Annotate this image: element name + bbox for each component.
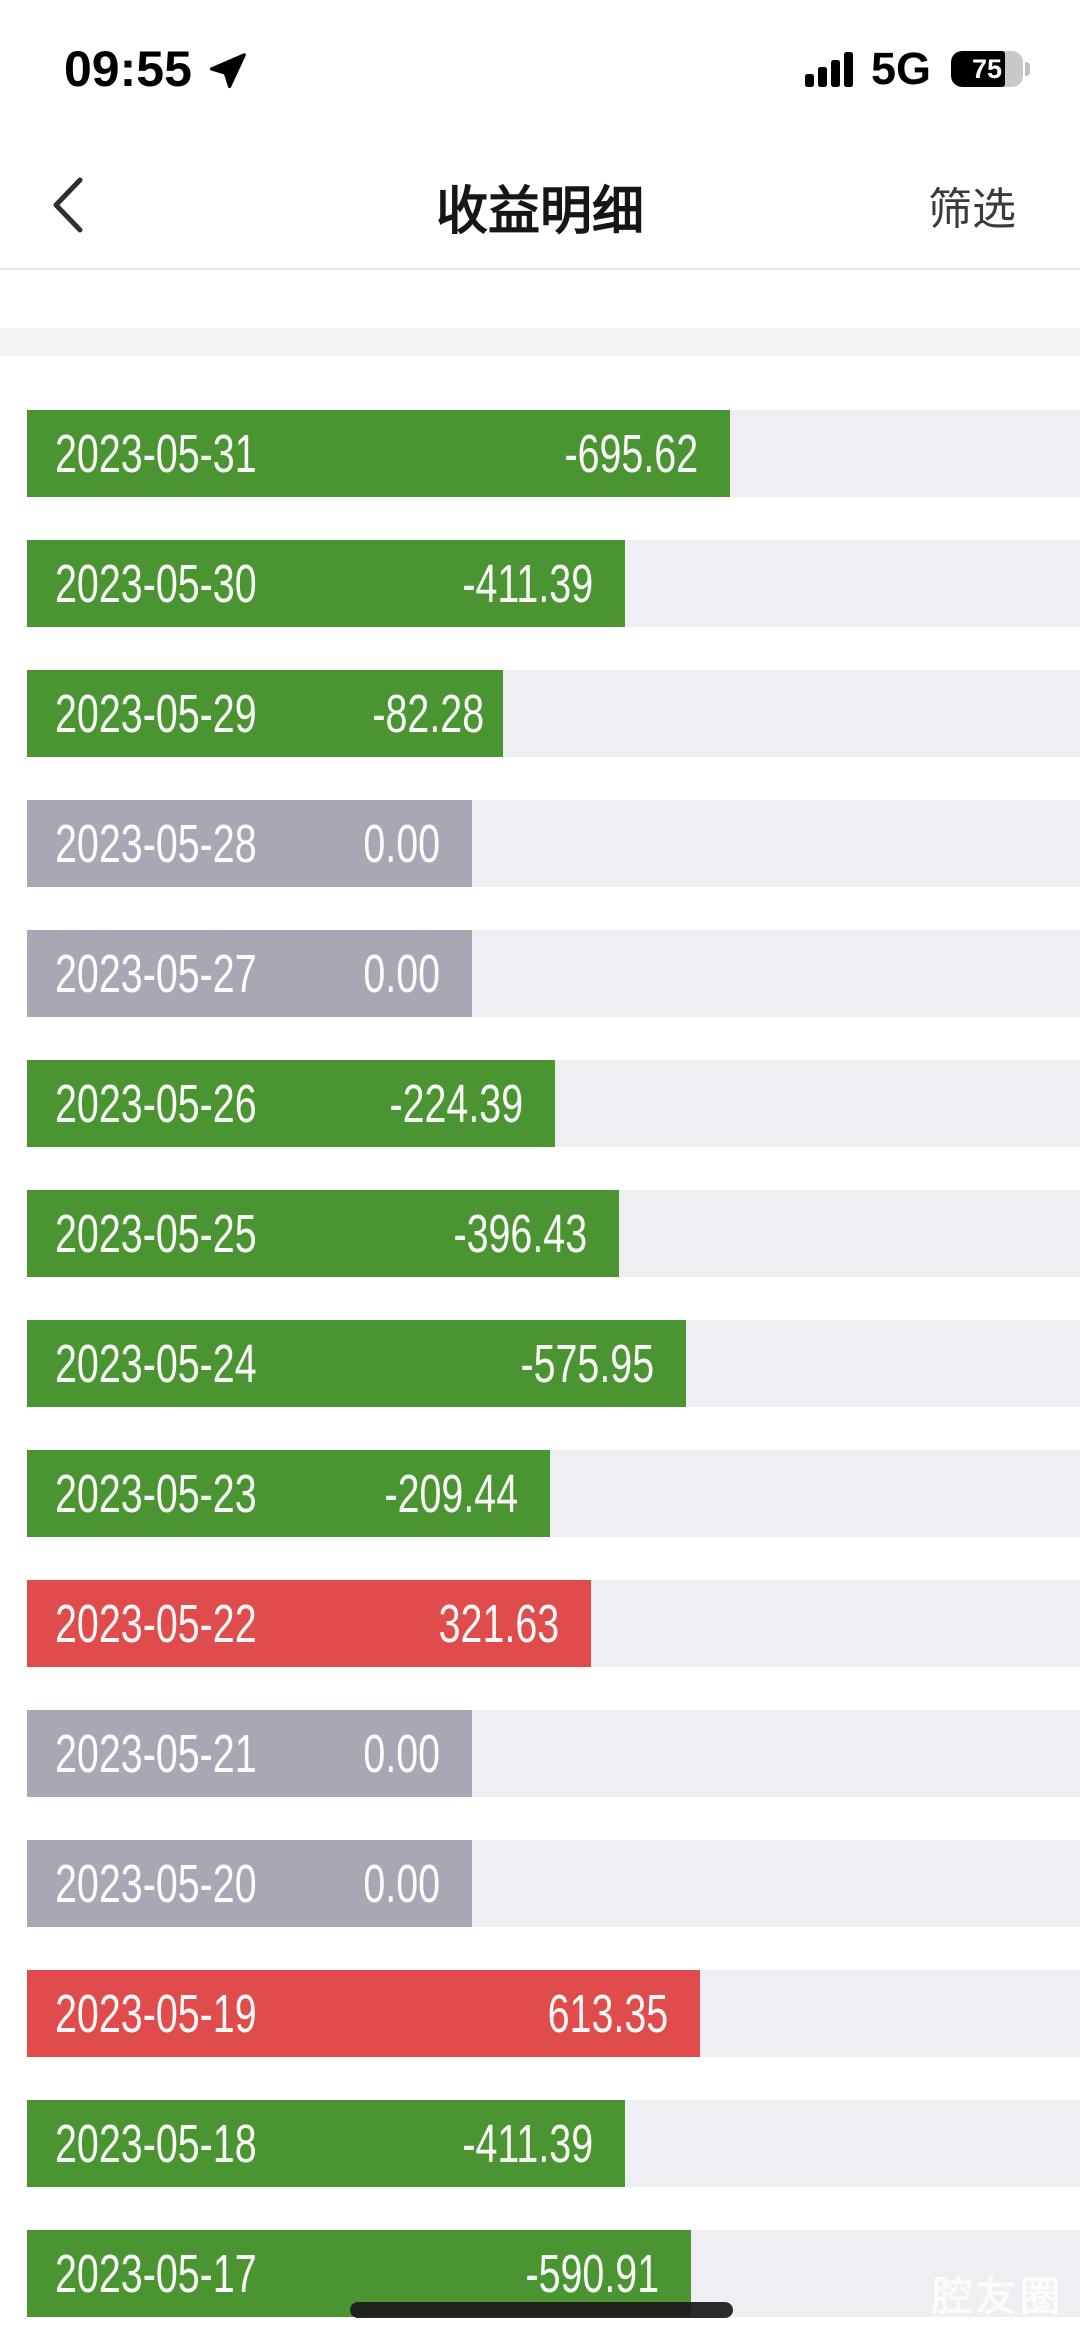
bar-date-label: 2023-05-30 (55, 553, 257, 614)
filter-button[interactable]: 筛选 (928, 185, 1016, 234)
network-type-label: 5G (870, 43, 931, 94)
bar-row: 2023-05-17 -590.91 (27, 2230, 1080, 2317)
bar-value-label: -590.91 (525, 2243, 659, 2304)
bar-row: 2023-05-23 -209.44 (27, 1450, 1080, 1537)
bar[interactable]: 2023-05-31 -695.62 (27, 410, 730, 497)
status-bar-left: 09:55 (64, 40, 248, 98)
status-bar-right: 5G 75 (804, 43, 1030, 95)
bar-value-label: -224.39 (389, 1073, 523, 1134)
bar-date-label: 2023-05-17 (55, 2243, 257, 2304)
bar-date-label: 2023-05-20 (55, 1853, 257, 1914)
bar[interactable]: 2023-05-23 -209.44 (27, 1450, 550, 1537)
bar-date-label: 2023-05-26 (55, 1073, 257, 1134)
bar-date-label: 2023-05-25 (55, 1203, 257, 1264)
bar-row: 2023-05-26 -224.39 (27, 1060, 1080, 1147)
bar-row: 2023-05-29 -82.28 (27, 670, 1080, 757)
battery-icon: 75 (951, 51, 1030, 87)
bar[interactable]: 2023-05-28 0.00 (27, 800, 472, 887)
bar-date-label: 2023-05-23 (55, 1463, 257, 1524)
bar-value-label: -575.95 (520, 1333, 654, 1394)
bar-row: 2023-05-30 -411.39 (27, 540, 1080, 627)
bar-row: 2023-05-27 0.00 (27, 930, 1080, 1017)
bar-value-label: 613.35 (547, 1983, 668, 2044)
bar-value-label: -396.43 (453, 1203, 587, 1264)
nav-bar: 收益明细 筛选 (0, 112, 1080, 270)
bar[interactable]: 2023-05-19 613.35 (27, 1970, 700, 2057)
bar[interactable]: 2023-05-22 321.63 (27, 1580, 591, 1667)
bar[interactable]: 2023-05-30 -411.39 (27, 540, 625, 627)
home-indicator[interactable] (350, 2302, 733, 2318)
bar-date-label: 2023-05-29 (55, 683, 257, 744)
bar-row: 2023-05-20 0.00 (27, 1840, 1080, 1927)
status-bar: 09:55 5G 75 (0, 0, 1080, 112)
battery-body: 75 (951, 51, 1023, 87)
bar-list: 2023-05-31 -695.62 2023-05-30 -411.39 2023-0… (27, 410, 1080, 2339)
bar[interactable]: 2023-05-20 0.00 (27, 1840, 472, 1927)
bar-row: 2023-05-21 0.00 (27, 1710, 1080, 1797)
bar-value-label: -411.39 (462, 2113, 593, 2174)
bar-date-label: 2023-05-27 (55, 943, 257, 1004)
bar-date-label: 2023-05-19 (55, 1983, 257, 2044)
bar-date-label: 2023-05-28 (55, 813, 257, 874)
cellular-signal-icon (804, 51, 853, 87)
bar-row: 2023-05-19 613.35 (27, 1970, 1080, 2057)
bar-value-label: 0.00 (363, 1853, 440, 1914)
page-title: 收益明细 (435, 182, 644, 241)
bar[interactable]: 2023-05-29 -82.28 (27, 670, 503, 757)
bar-date-label: 2023-05-22 (55, 1593, 257, 1654)
bar-row: 2023-05-28 0.00 (27, 800, 1080, 887)
bar-date-label: 2023-05-21 (55, 1723, 257, 1784)
bar[interactable]: 2023-05-27 0.00 (27, 930, 472, 1017)
bar[interactable]: 2023-05-21 0.00 (27, 1710, 472, 1797)
bar-value-label: -411.39 (462, 553, 593, 614)
bar-value-label: 0.00 (363, 943, 440, 1004)
bar-value-label: 0.00 (363, 1723, 440, 1784)
bar[interactable]: 2023-05-26 -224.39 (27, 1060, 555, 1147)
bar-row: 2023-05-18 -411.39 (27, 2100, 1080, 2187)
bar-date-label: 2023-05-18 (55, 2113, 257, 2174)
bar-value-label: -209.44 (384, 1463, 518, 1524)
bar[interactable]: 2023-05-25 -396.43 (27, 1190, 619, 1277)
bar-value-label: 0.00 (363, 813, 440, 874)
bar-row: 2023-05-31 -695.62 (27, 410, 1080, 497)
bar-value-label: -82.28 (372, 683, 485, 744)
bar-date-label: 2023-05-24 (55, 1333, 257, 1394)
bar-value-label: -695.62 (564, 423, 698, 484)
location-arrow-icon (209, 53, 246, 89)
back-button[interactable] (48, 174, 88, 236)
bar-date-label: 2023-05-31 (55, 423, 257, 484)
battery-fill (951, 51, 1005, 87)
bar[interactable]: 2023-05-24 -575.95 (27, 1320, 686, 1407)
bar-row: 2023-05-24 -575.95 (27, 1320, 1080, 1407)
battery-nub (1025, 62, 1030, 76)
bar-row: 2023-05-22 321.63 (27, 1580, 1080, 1667)
section-band (0, 328, 1080, 356)
bar[interactable]: 2023-05-18 -411.39 (27, 2100, 625, 2187)
battery-percent-label: 75 (971, 53, 1003, 84)
bar-row: 2023-05-25 -396.43 (27, 1190, 1080, 1277)
bar-value-label: 321.63 (438, 1593, 559, 1654)
status-time: 09:55 (64, 41, 192, 97)
